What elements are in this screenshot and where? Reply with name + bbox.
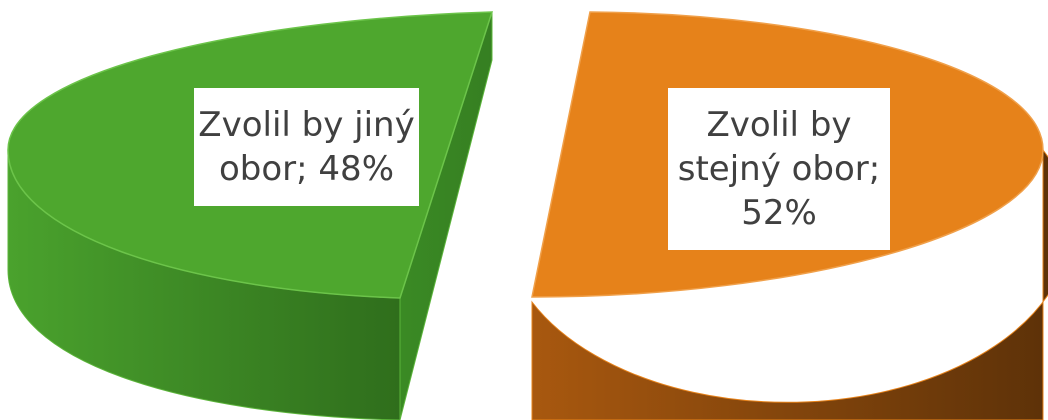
data-label-stejny-obor: Zvolil by stejný obor; 52%: [668, 88, 890, 250]
data-label-stejny-obor-line-3: 52%: [741, 193, 817, 234]
data-label-jiny-obor: Zvolil by jiný obor; 48%: [194, 88, 419, 206]
pie-slice-stejny-obor-side: [531, 148, 1048, 420]
data-label-jiny-obor-line-1: Zvolil by jiný: [198, 104, 415, 145]
data-label-stejny-obor-line-2: stejný obor;: [677, 148, 881, 189]
data-label-stejny-obor-line-1: Zvolil by: [706, 104, 852, 145]
data-label-jiny-obor-line-2: obor; 48%: [219, 149, 394, 189]
pie-slice-jiny-obor: [7, 11, 494, 420]
